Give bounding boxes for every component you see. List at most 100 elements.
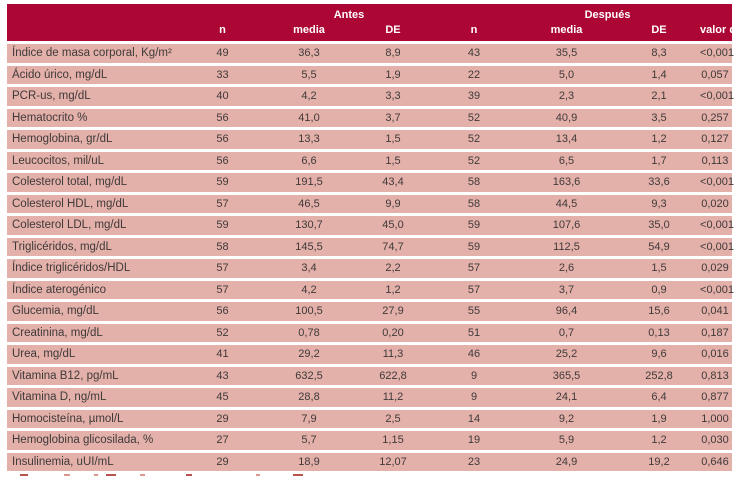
n-antes-cell: 57 [180,257,265,281]
media-despues-cell: 107,6 [515,214,618,238]
valor-p-cell: 0,029 [700,257,733,281]
parameter-name-cell: Índice triglicéridos/HDL [7,257,180,281]
de-antes-cell: 11,2 [353,386,433,410]
header-valor-p: valor de p [700,21,739,44]
parameter-name-cell: Homocisteína, µmol/L [7,408,180,431]
parameter-name-cell: Índice aterogénico [7,279,180,302]
media-antes-cell: 0,78 [265,322,353,345]
header-de-antes: DE [353,21,433,44]
header-group-row: Antes Después [7,4,733,21]
valor-p-cell: 0,041 [700,300,733,324]
media-antes-cell: 13,3 [265,128,353,152]
parameter-name-cell: Triglicéridos, mg/dL [7,236,180,259]
media-antes-cell: 18,9 [265,451,353,474]
n-despues-cell: 43 [433,42,515,66]
n-despues-cell: 19 [433,429,515,453]
table-row: Hemoglobina glicosilada, % 27 5,7 1,15 1… [7,429,733,453]
n-despues-cell: 59 [433,236,515,259]
media-despues-cell: 35,5 [515,42,618,66]
media-despues-cell: 24,1 [515,386,618,410]
n-despues-cell: 57 [433,257,515,281]
media-despues-cell: 163,6 [515,171,618,195]
de-antes-cell: 43,4 [353,171,433,195]
media-antes-cell: 100,5 [265,300,353,324]
parameter-name-cell: Urea, mg/dL [7,343,180,367]
table-row: Triglicéridos, mg/dL 58 145,5 74,7 59 11… [7,236,734,259]
table-row: Colesterol total, mg/dL 59 191,5 43,4 58… [7,171,734,195]
media-antes-cell: 41,0 [265,107,353,130]
table-row: Ácido úrico, mg/dL 33 5,5 1,9 22 5,0 1,4… [7,64,733,87]
table-row: Colesterol HDL, mg/dL 57 46,5 9,9 58 44,… [7,193,733,216]
table-row: Hemoglobina, gr/dL 56 13,3 1,5 52 13,4 1… [7,128,733,152]
media-despues-cell: 24,9 [515,451,618,474]
n-despues-cell: 58 [433,171,515,195]
media-despues-cell: 0,7 [515,322,618,345]
table-row: Índice aterogénico 57 4,2 1,2 57 3,7 0,9… [7,279,734,302]
de-despues-cell: 0,9 [618,279,701,302]
de-antes-cell: 2,2 [353,257,433,281]
media-antes-cell: 4,2 [265,279,353,302]
valor-p-cell: 0,813 [700,365,733,388]
table-header: Antes Después n media DE n media DE valo… [7,4,739,44]
n-antes-cell: 59 [180,171,265,195]
valor-p-cell: 0,057 [700,64,733,87]
parameter-name-cell: Vitamina B12, pg/mL [7,365,180,388]
parameter-name-cell: Colesterol total, mg/dL [7,171,180,195]
n-antes-cell: 29 [180,408,265,431]
n-despues-cell: 46 [433,343,515,367]
de-antes-cell: 2,5 [353,408,433,431]
valor-p-cell: 0,016 [700,343,733,367]
table-row: Creatinina, mg/dL 52 0,78 0,20 51 0,7 0,… [7,322,733,345]
parameter-name-cell: Índice de masa corporal, Kg/m² [7,42,180,66]
n-despues-cell: 9 [433,386,515,410]
parameter-name-cell: Vitamina D, ng/mL [7,386,180,410]
header-media-antes: media [265,21,353,44]
media-despues-cell: 13,4 [515,128,618,152]
table-row: Índice de masa corporal, Kg/m² 49 36,3 8… [7,42,734,66]
table-row: Urea, mg/dL 41 29,2 11,3 46 25,2 9,6 0,0… [7,343,733,367]
valor-p-cell: <0,001 [700,85,734,109]
de-antes-cell: 11,3 [353,343,433,367]
table-row: PCR-us, mg/dL 40 4,2 3,3 39 2,3 2,1 <0,0… [7,85,734,109]
valor-p-cell: 0,646 [700,451,733,474]
de-despues-cell: 1,2 [618,128,701,152]
de-antes-cell: 0,20 [353,322,433,345]
table-row: Colesterol LDL, mg/dL 59 130,7 45,0 59 1… [7,214,734,238]
parameter-name-cell: Hemoglobina glicosilada, % [7,429,180,453]
parameter-name-cell: Hematocrito % [7,107,180,130]
n-antes-cell: 29 [180,451,265,474]
header-parameter-cell [7,21,180,44]
media-antes-cell: 191,5 [265,171,353,195]
valor-p-cell: <0,001 [700,42,734,66]
parameter-name-cell: Colesterol LDL, mg/dL [7,214,180,238]
n-despues-cell: 14 [433,408,515,431]
de-despues-cell: 1,4 [618,64,701,87]
media-antes-cell: 36,3 [265,42,353,66]
n-antes-cell: 45 [180,386,265,410]
de-antes-cell: 1,5 [353,150,433,173]
media-antes-cell: 7,9 [265,408,353,431]
media-antes-cell: 46,5 [265,193,353,216]
n-despues-cell: 58 [433,193,515,216]
n-antes-cell: 59 [180,214,265,238]
media-despues-cell: 3,7 [515,279,618,302]
parameter-name-cell: Creatinina, mg/dL [7,322,180,345]
de-antes-cell: 27,9 [353,300,433,324]
n-despues-cell: 52 [433,128,515,152]
n-despues-cell: 52 [433,107,515,130]
clinical-results-table: Antes Después n media DE n media DE valo… [7,4,739,474]
de-antes-cell: 622,8 [353,365,433,388]
media-despues-cell: 365,5 [515,365,618,388]
media-despues-cell: 25,2 [515,343,618,367]
media-antes-cell: 145,5 [265,236,353,259]
n-despues-cell: 52 [433,150,515,173]
de-despues-cell: 8,3 [618,42,701,66]
table-body: Índice de masa corporal, Kg/m² 49 36,3 8… [7,42,734,474]
media-despues-cell: 5,0 [515,64,618,87]
parameter-name-cell: Hemoglobina, gr/dL [7,128,180,152]
de-despues-cell: 252,8 [618,365,701,388]
n-antes-cell: 43 [180,365,265,388]
header-group-despues: Después [515,4,701,21]
n-antes-cell: 56 [180,300,265,324]
valor-p-cell: 0,030 [700,429,733,453]
